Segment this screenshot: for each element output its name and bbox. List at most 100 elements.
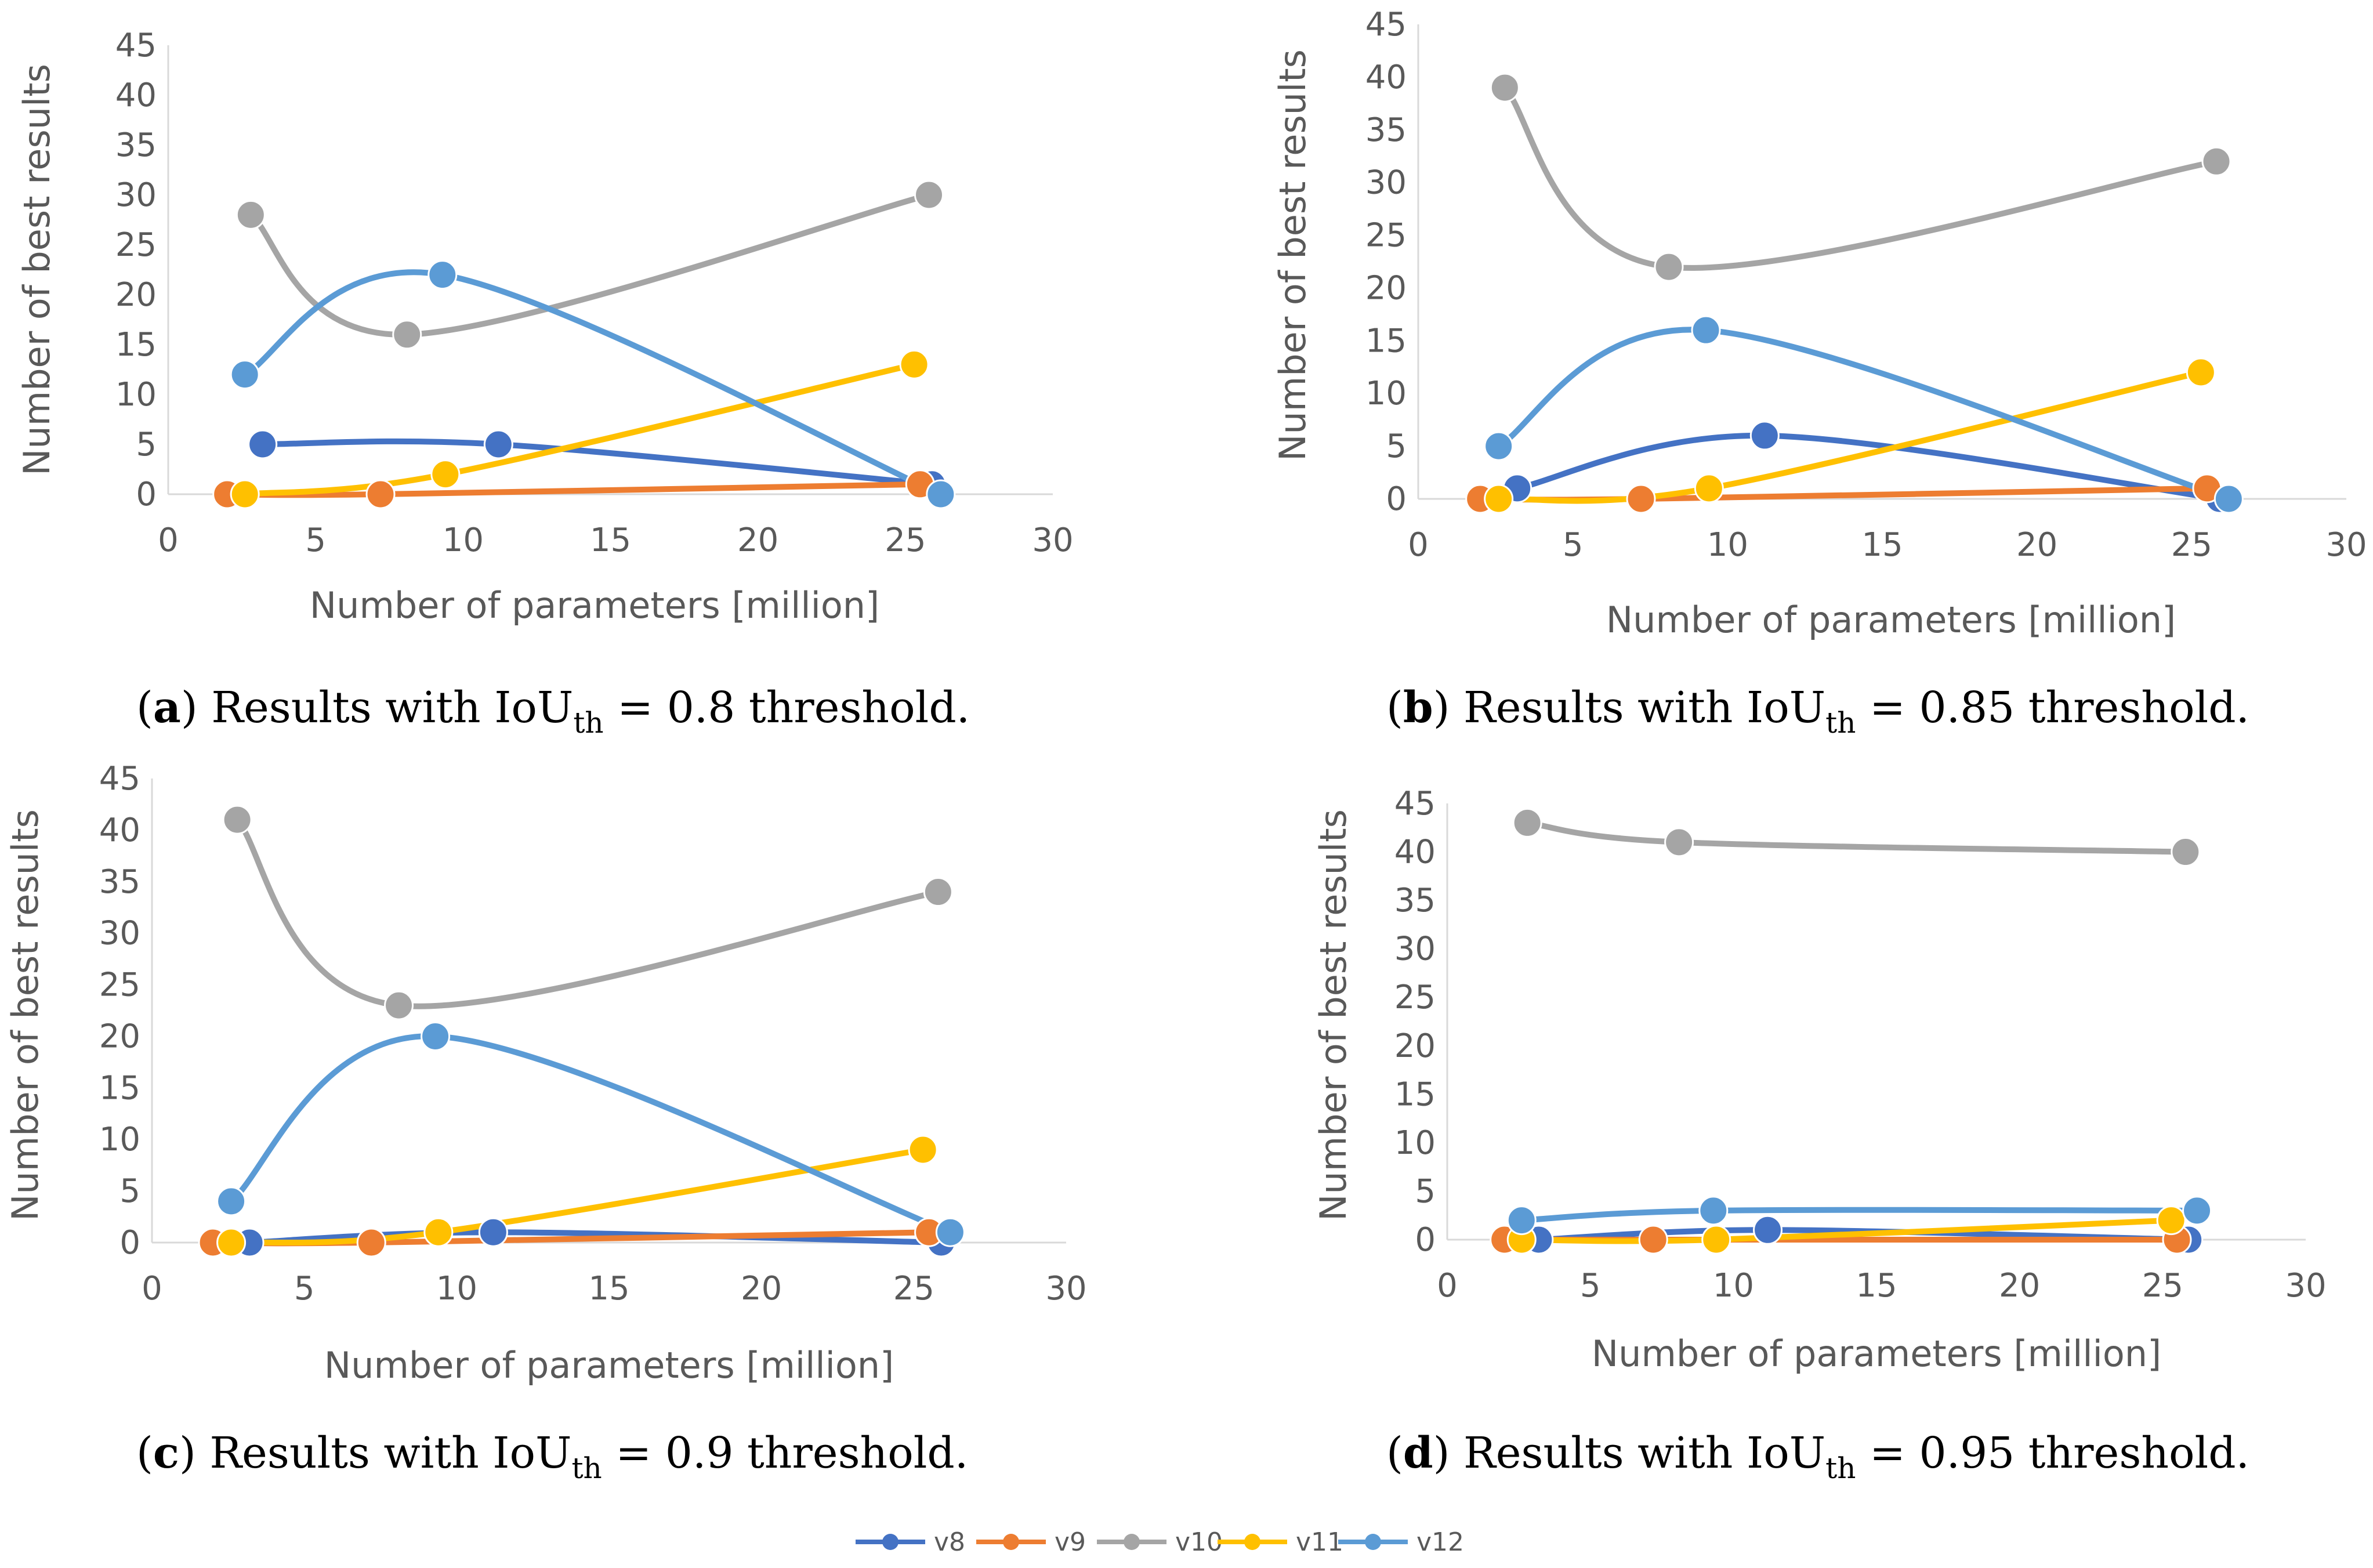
x-tick-label: 30 — [2285, 1267, 2326, 1305]
y-tick-label: 10 — [99, 1121, 140, 1158]
y-tick-label: 5 — [1386, 428, 1407, 465]
data-point-v9 — [1626, 484, 1656, 514]
x-tick-label: 15 — [590, 522, 631, 559]
data-point-v8 — [248, 429, 278, 459]
chart-panel-d: 0 5 10 15 20 25 30 35 40 45 0 5 10 15 20 25 30 Number of … — [1312, 785, 2327, 1375]
series-line-v10 — [234, 817, 941, 1009]
y-tick-label: 15 — [1394, 1075, 1436, 1113]
x-tick-label: 30 — [1045, 1270, 1086, 1308]
data-point-v12 — [2213, 484, 2244, 514]
data-point-v10 — [1490, 73, 1520, 103]
data-point-v12 — [1698, 1196, 1729, 1226]
series-group — [198, 805, 965, 1258]
legend-item-v11: v11 — [1218, 1527, 1343, 1557]
series-line-v12 — [228, 1033, 954, 1236]
y-axis-title: Number of best results — [16, 64, 58, 476]
data-point-v11 — [1701, 1225, 1731, 1255]
data-point-v11 — [908, 1135, 938, 1165]
y-tick-label: 45 — [115, 27, 157, 64]
x-tick-label: 15 — [1861, 526, 1903, 564]
x-tick-label: 30 — [2325, 526, 2367, 564]
data-point-v11 — [1694, 473, 1724, 504]
data-point-v12 — [421, 1021, 451, 1051]
series-line-v11 — [242, 361, 918, 497]
x-tick-label: 20 — [1999, 1267, 2040, 1305]
x-tick-label: 15 — [588, 1270, 629, 1308]
y-tick-label: 15 — [99, 1069, 140, 1107]
x-tick-label: 10 — [436, 1270, 477, 1308]
series-line-v8 — [1514, 432, 2223, 502]
x-tick-label: 30 — [1032, 522, 1073, 559]
data-point-v10 — [392, 320, 422, 350]
y-tick-label: 5 — [119, 1172, 140, 1210]
x-tick-label: 20 — [737, 522, 778, 559]
data-point-v10 — [2201, 146, 2231, 176]
data-point-v12 — [216, 1186, 247, 1216]
data-point-v11 — [2186, 357, 2216, 388]
chart-panel-b: 0 5 10 15 20 25 30 35 40 45 0 5 10 15 20 25 30 Number of … — [1271, 6, 2367, 641]
x-tick-label: 10 — [443, 522, 484, 559]
legend-swatch-marker — [1365, 1534, 1381, 1550]
data-point-v12 — [1691, 315, 1721, 345]
y-axis-title: Number of best results — [4, 809, 46, 1221]
x-tick-label: 5 — [294, 1270, 315, 1308]
y-tick-label: 25 — [1365, 217, 1407, 255]
y-tick-label: 35 — [1394, 882, 1436, 919]
y-tick-label: 20 — [99, 1017, 140, 1055]
x-tick-label: 25 — [2142, 1267, 2183, 1305]
y-tick-label: 30 — [99, 915, 140, 953]
chart-panel-c: 0 5 10 15 20 25 30 35 40 45 0 5 10 15 20 25 30 Number of … — [4, 760, 1087, 1386]
caption-b: (b) Results with IoUth = 0.85 threshold. — [1386, 683, 2249, 740]
legend-swatch-marker — [882, 1534, 899, 1550]
x-tick-label: 20 — [741, 1270, 782, 1308]
legend-label: v10 — [1175, 1527, 1223, 1557]
x-tick-label: 20 — [2016, 526, 2057, 564]
data-point-v12 — [427, 260, 458, 290]
data-point-v11 — [430, 459, 461, 490]
x-tick-label: 25 — [2171, 526, 2212, 564]
y-tick-label: 15 — [115, 326, 157, 364]
data-point-v11 — [216, 1227, 247, 1258]
data-point-v8 — [1749, 421, 1780, 451]
series-line-v12 — [1495, 327, 2232, 502]
x-tick-label: 5 — [1563, 526, 1584, 564]
x-tick-label: 10 — [1707, 526, 1748, 564]
y-axis-title: Number of best results — [1271, 49, 1314, 461]
data-point-v9 — [1638, 1225, 1668, 1255]
data-point-v11 — [1484, 484, 1514, 514]
data-point-v10 — [923, 877, 953, 907]
y-tick-label: 45 — [1394, 785, 1436, 823]
legend-item-v9: v9 — [976, 1527, 1086, 1557]
series-group — [1465, 73, 2244, 514]
data-point-v8 — [1753, 1215, 1783, 1245]
data-point-v11 — [423, 1217, 454, 1247]
data-point-v12 — [935, 1217, 965, 1247]
caption-c: (c) Results with IoUth = 0.9 threshold. — [136, 1428, 968, 1485]
x-axis-title: Number of parameters [million] — [310, 584, 879, 627]
legend-item-v10: v10 — [1097, 1527, 1223, 1557]
y-tick-label: 20 — [115, 276, 157, 314]
y-tick-label: 45 — [99, 760, 140, 798]
y-tick-label: 0 — [1415, 1221, 1436, 1259]
x-tick-label: 0 — [1437, 1267, 1458, 1305]
legend-label: v8 — [934, 1527, 965, 1557]
captions: (a) Results with IoUth = 0.8 threshold. (… — [136, 683, 2249, 1485]
x-axis-title: Number of parameters [million] — [324, 1344, 894, 1386]
data-point-v9 — [356, 1227, 386, 1258]
x-tick-label: 0 — [158, 522, 179, 559]
data-point-v10 — [914, 180, 944, 210]
series-line-v12 — [1519, 1207, 2200, 1223]
y-tick-label: 40 — [1394, 834, 1436, 871]
data-point-v12 — [926, 479, 956, 509]
y-tick-label: 25 — [99, 966, 140, 1004]
y-axis-title: Number of best results — [1312, 809, 1354, 1221]
x-tick-label: 25 — [885, 522, 926, 559]
x-axis-title: Number of parameters [million] — [1592, 1332, 2161, 1375]
y-tick-label: 30 — [115, 176, 157, 214]
y-tick-label: 0 — [1386, 480, 1407, 518]
data-point-v11 — [899, 349, 929, 379]
data-point-v10 — [236, 200, 266, 230]
caption-d: (d) Results with IoUth = 0.95 threshold. — [1386, 1428, 2249, 1485]
data-point-v10 — [384, 990, 414, 1020]
data-point-v12 — [1506, 1205, 1537, 1236]
